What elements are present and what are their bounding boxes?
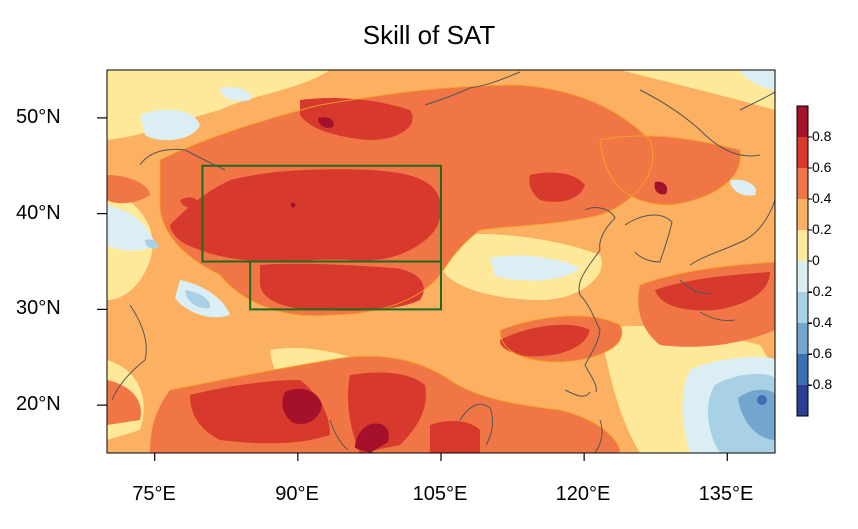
colorbar-label: 0.4: [812, 190, 832, 206]
lat-label-30n: 30°N: [16, 297, 61, 319]
lat-label-20n: 20°N: [16, 393, 61, 415]
colorbar: [796, 105, 812, 417]
lon-label-135e: 135°E: [698, 483, 754, 505]
colorbar-label: -0.2: [808, 283, 833, 299]
coastlines: [111, 71, 775, 453]
chart-title: Skill of SAT: [362, 20, 496, 50]
filled-contours: [107, 70, 775, 453]
colorbar-label: 0.2: [812, 221, 832, 237]
colorbar-swatch: [797, 292, 808, 323]
colorbar-swatch: [797, 354, 808, 385]
lon-label-90e: 90°E: [275, 483, 319, 505]
colorbar-swatch: [797, 385, 808, 416]
colorbar-label: 0.6: [812, 159, 832, 175]
colorbar-label: -0.8: [808, 376, 833, 392]
colorbar-swatch: [797, 261, 808, 292]
contour-level-0.6-0.8: [170, 98, 770, 453]
colorbar-swatch: [797, 168, 808, 199]
lon-label-75e: 75°E: [132, 483, 176, 505]
contour-level-neg0.8-neg0.6: [757, 395, 767, 405]
lat-label-40n: 40°N: [16, 202, 61, 224]
colorbar-swatch: [797, 323, 808, 354]
colorbar-label: -0.6: [808, 345, 833, 361]
colorbar-swatch: [797, 106, 808, 137]
colorbar-label: 0: [812, 252, 820, 268]
contour-level-0.8-1: [282, 117, 668, 453]
box-south: [249, 260, 442, 311]
colorbar-swatch: [797, 230, 808, 261]
lat-label-50n: 50°N: [16, 106, 61, 128]
colorbar-label: -0.4: [808, 314, 833, 330]
lon-label-105e: 105°E: [412, 483, 468, 505]
colorbar-label: 0.8: [812, 128, 832, 144]
colorbar-swatch: [797, 137, 808, 168]
lon-label-120e: 120°E: [555, 483, 611, 505]
axis-ticks: [97, 117, 728, 461]
region-boxes: [201, 164, 442, 311]
colorbar-swatch: [797, 199, 808, 230]
